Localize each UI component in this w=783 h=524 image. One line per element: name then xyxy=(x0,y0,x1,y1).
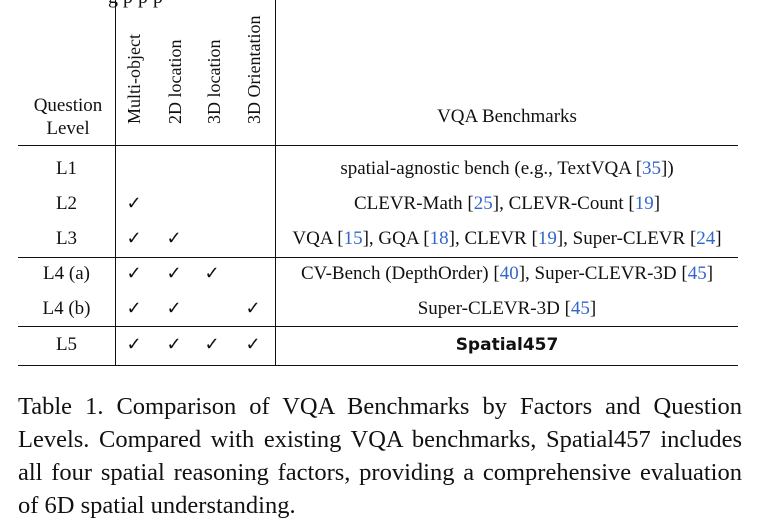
check-mark: ✓ xyxy=(245,334,261,354)
check-mark: ✓ xyxy=(126,263,142,283)
check-mark: ✓ xyxy=(204,263,220,283)
check-mark: ✓ xyxy=(166,334,182,354)
rule-l3 xyxy=(18,257,738,258)
level-cell: L2 xyxy=(55,193,78,214)
benchmark-text: ], GQA [ xyxy=(362,228,430,249)
citation-link[interactable]: 18 xyxy=(429,228,449,249)
citation-link[interactable]: 45 xyxy=(687,263,707,284)
level-cell: L5 xyxy=(55,334,78,355)
benchmark-text: spatial-agnostic bench (e.g., TextVQA [ xyxy=(340,158,643,179)
benchmark-text: Spatial457 xyxy=(455,335,559,355)
check-mark: ✓ xyxy=(166,298,182,318)
check-mark: ✓ xyxy=(166,263,182,283)
question-level-line1: Question xyxy=(33,95,103,116)
benchmark-text: ] xyxy=(589,298,597,319)
benchmark-text: ] xyxy=(653,193,661,214)
rule-l4b xyxy=(18,326,738,327)
benchmark-text: ] xyxy=(706,263,714,284)
citation-link[interactable]: 19 xyxy=(634,193,654,214)
rule-header xyxy=(18,145,738,146)
benchmark-cell: Super-CLEVR-3D [45] xyxy=(276,298,738,320)
level-cell: L1 xyxy=(55,158,78,179)
citation-link[interactable]: 45 xyxy=(570,298,590,319)
benchmark-text: CV-Bench (DepthOrder) [ xyxy=(300,263,500,284)
question-level-header: Question Level xyxy=(20,94,116,140)
citation-link[interactable]: 35 xyxy=(642,158,662,179)
benchmark-text: ], CLEVR-Count [ xyxy=(492,193,635,214)
benchmark-cell: CLEVR-Math [25], CLEVR-Count [19] xyxy=(276,193,738,215)
rule-bottom xyxy=(18,365,738,366)
benchmark-text: ] xyxy=(715,228,722,249)
benchmark-text: ]) xyxy=(661,158,674,179)
check-mark: ✓ xyxy=(126,193,142,213)
question-level-line2: Level xyxy=(46,118,90,139)
vrule-level xyxy=(115,0,116,366)
vrule-factors xyxy=(275,0,276,366)
level-cell: L4 (a) xyxy=(43,263,90,284)
factor-2d-location: 2D location xyxy=(165,39,185,124)
benchmark-text: ], CLEVR [ xyxy=(448,228,538,249)
citation-link[interactable]: 40 xyxy=(499,263,519,284)
benchmarks-header: VQA Benchmarks xyxy=(437,106,577,127)
benchmark-text: Super-CLEVR-3D [ xyxy=(417,298,571,319)
citation-link[interactable]: 24 xyxy=(696,228,716,249)
check-mark: ✓ xyxy=(126,298,142,318)
table-caption: Table 1. Comparison of VQA Benchmarks by… xyxy=(18,393,742,519)
benchmark-text: ], Super-CLEVR [ xyxy=(556,228,697,249)
benchmark-cell: CV-Bench (DepthOrder) [40], Super-CLEVR-… xyxy=(276,263,738,285)
factor-3d-location: 3D location xyxy=(204,39,224,124)
benchmark-text: ], Super-CLEVR-3D [ xyxy=(518,263,688,284)
citation-link[interactable]: 19 xyxy=(537,228,557,249)
level-cell: L3 xyxy=(55,228,78,249)
benchmark-cell: spatial-agnostic bench (e.g., TextVQA [3… xyxy=(276,158,738,180)
check-mark: ✓ xyxy=(204,334,220,354)
benchmark-cell: VQA [15], GQA [18], CLEVR [19], Super-CL… xyxy=(276,228,738,250)
check-mark: ✓ xyxy=(245,298,261,318)
check-mark: ✓ xyxy=(166,228,182,248)
check-mark: ✓ xyxy=(126,228,142,248)
factor-3d-orientation: 3D Orientation xyxy=(244,15,264,124)
benchmark-text: VQA [ xyxy=(292,228,344,249)
factor-multi-object: Multi-object xyxy=(124,34,144,124)
check-mark: ✓ xyxy=(126,334,142,354)
benchmark-text: CLEVR-Math [ xyxy=(353,193,474,214)
level-cell: L4 (b) xyxy=(42,298,91,319)
citation-link[interactable]: 25 xyxy=(473,193,493,214)
citation-link[interactable]: 15 xyxy=(343,228,363,249)
benchmark-cell: Spatial457 xyxy=(276,335,738,355)
top-fragment: g p p p xyxy=(108,0,163,9)
